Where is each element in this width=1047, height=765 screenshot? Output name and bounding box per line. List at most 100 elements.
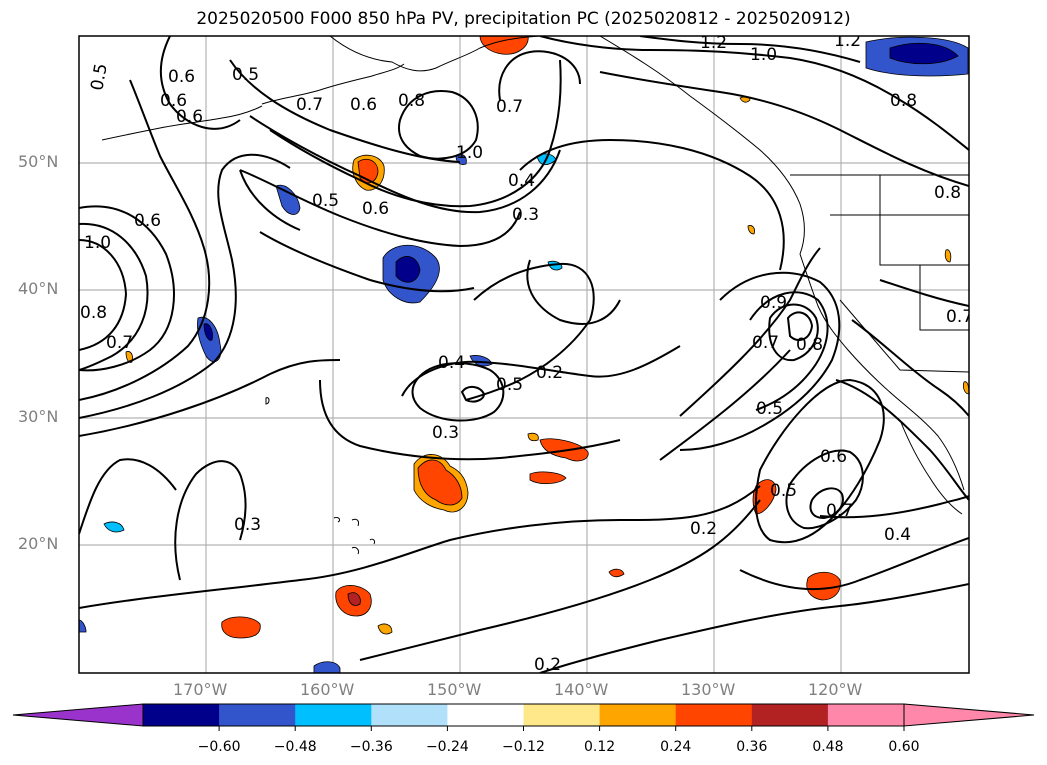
precip-positive-blob (608, 568, 625, 578)
colorbar: −0.60 −0.48 −0.36 −0.24 −0.12 0.12 0.24 0.36 0.4… (12, 703, 1035, 755)
contour-label: 0.8 (80, 303, 107, 323)
pv-contour (819, 495, 969, 519)
us-west-coast (799, 253, 965, 491)
pv-contour (851, 319, 969, 417)
lat-label: 40°N (18, 279, 59, 298)
contour-label: 0.7 (496, 97, 523, 117)
colorbar-tick-label: 0.36 (736, 739, 767, 755)
pv-contour (249, 115, 561, 214)
pv-contour (526, 259, 621, 325)
pv-contour (835, 379, 969, 501)
pv-contour (79, 458, 177, 535)
colorbar-segment (675, 704, 753, 726)
contour-label: 0.8 (398, 91, 425, 111)
pv-contour (319, 379, 621, 461)
pv-contour (79, 205, 175, 372)
contour-label: 0.7 (946, 307, 973, 327)
precip-positive-blob (527, 432, 539, 442)
precip-negative-blob (275, 184, 301, 215)
baja-california (899, 419, 963, 515)
lon-label: 120°W (808, 680, 863, 699)
pv-contour (785, 449, 864, 530)
pv-contour (239, 169, 301, 231)
colorbar-tick-label: 0.60 (888, 739, 919, 755)
precip-positive-blob (125, 351, 133, 363)
precip-positive-blob (529, 471, 567, 484)
colorbar-segment (371, 704, 448, 726)
coastlines (101, 36, 969, 555)
contour-label: 0.6 (160, 91, 187, 111)
small-island (265, 397, 270, 405)
pv-contour (465, 262, 595, 401)
contour-label: 0.3 (432, 423, 459, 443)
pv-contour (539, 36, 969, 151)
precipitation-shading (79, 36, 969, 673)
pv-contour (411, 362, 505, 422)
precip-positive-core (417, 459, 463, 506)
colorbar-tick-label: −0.24 (426, 739, 469, 755)
precip-positive-blob (377, 623, 393, 635)
pv-contour (79, 222, 149, 371)
pv-contour (259, 231, 475, 293)
pv-contour (79, 153, 291, 419)
pv-contour (79, 359, 341, 437)
pv-contour (679, 271, 841, 451)
contour-label: 0.7 (752, 333, 779, 353)
precip-negative-core (395, 256, 421, 283)
pv-contour (659, 349, 791, 461)
contour-labels: 0.5 0.6 0.5 0.6 0.6 0.7 0.6 0.8 0.7 1.0 … (80, 31, 973, 675)
pv-contour (498, 50, 581, 101)
colorbar-tick-label: 0.24 (660, 739, 691, 755)
contour-label: 0.6 (350, 95, 377, 115)
colorbar-extend-low (12, 703, 144, 727)
contour-label: 0.4 (884, 525, 911, 545)
contour-label: 0.5 (312, 191, 339, 211)
precip-negative-core (203, 323, 213, 341)
pv-contour (809, 487, 844, 520)
pv-contour (754, 378, 885, 544)
alaska-peninsula (261, 63, 405, 105)
lon-label: 170°W (173, 680, 228, 699)
precip-positive-blob (806, 571, 841, 601)
lon-label: 150°W (427, 680, 482, 699)
lat-label: 20°N (18, 534, 59, 553)
pv-contour (739, 537, 969, 591)
contour-label: 0.7 (826, 501, 853, 521)
contour-label: 0.7 (106, 333, 133, 353)
pv-contour (359, 499, 761, 661)
precip-positive-core (347, 592, 361, 606)
pv-contour (539, 583, 969, 673)
contour-label: 0.2 (536, 363, 563, 383)
colorbar-segment (599, 704, 677, 726)
colorbar-segment (447, 704, 524, 726)
pv-contour (679, 247, 821, 417)
pv-contour (401, 345, 681, 397)
contour-label: 1.2 (834, 31, 861, 51)
pv-contour (786, 311, 814, 342)
contour-label: 1.2 (700, 33, 727, 53)
precip-negative-blob (79, 619, 87, 633)
pv-contour (79, 239, 128, 351)
pv-contour (159, 36, 241, 130)
contour-label: 0.5 (232, 65, 259, 85)
precip-positive-blob (479, 36, 529, 55)
contour-label: 0.4 (438, 353, 465, 373)
contour-label: 1.0 (456, 143, 483, 163)
contour-label: 0.5 (496, 375, 523, 395)
pv-contour (879, 279, 969, 307)
precip-positive-blob (962, 381, 969, 395)
contour-label: 0.2 (690, 519, 717, 539)
lon-label: 140°W (554, 680, 609, 699)
lat-label: 50°N (18, 152, 59, 171)
pv-contour (398, 90, 479, 160)
pv-contour (79, 485, 761, 609)
pv-contour (639, 36, 861, 63)
pv-contour (599, 71, 969, 187)
pv-contour (174, 460, 247, 581)
contour-label: 0.5 (756, 399, 783, 419)
colorbar-tick-label: −0.60 (198, 739, 241, 755)
contour-label: 0.2 (534, 655, 561, 675)
precip-positive-blob (944, 249, 952, 263)
contour-label: 0.3 (512, 205, 539, 225)
